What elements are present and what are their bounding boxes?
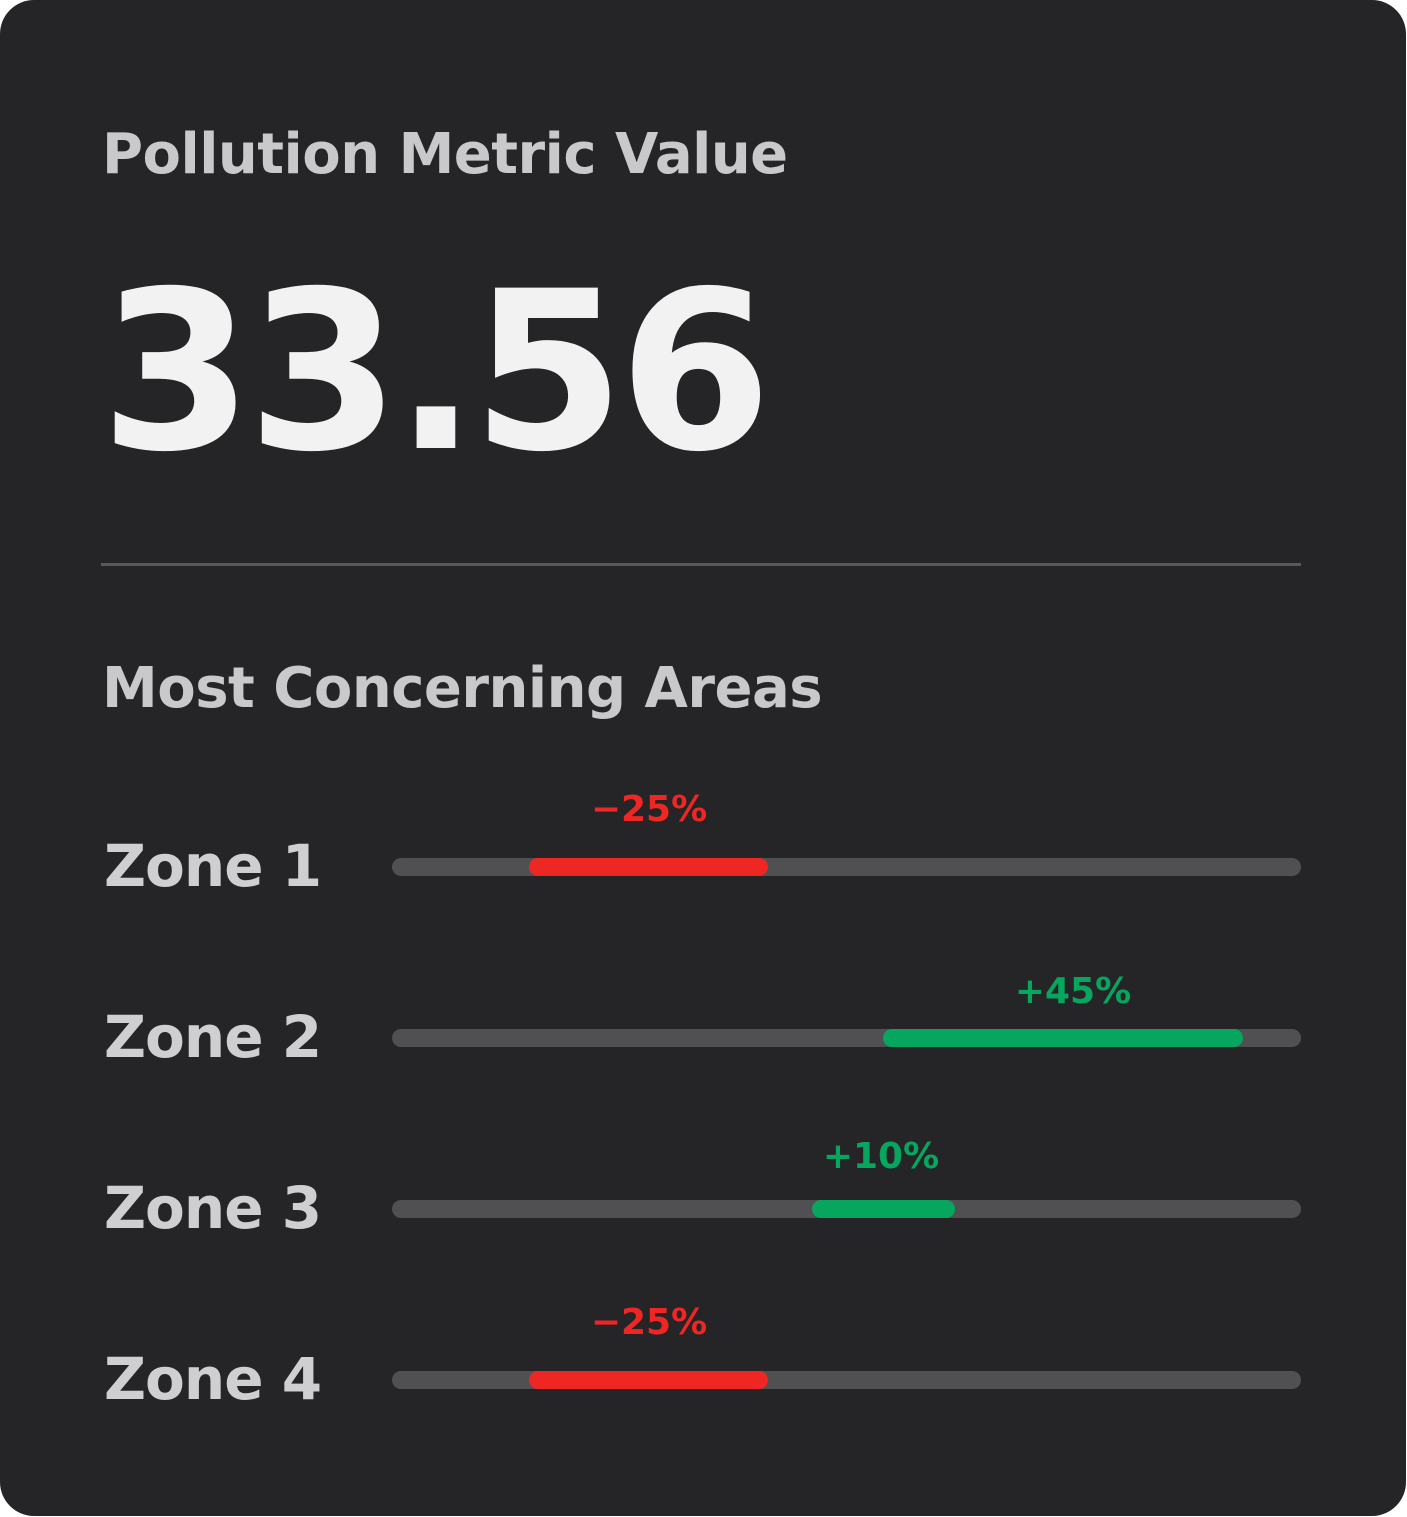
zone-bar-track bbox=[392, 1371, 1301, 1389]
zone-bar-fill bbox=[529, 858, 768, 876]
zone-bar-track bbox=[392, 1029, 1301, 1047]
zone-change-label: −25% bbox=[590, 789, 708, 830]
zone-label: Zone 2 bbox=[104, 1003, 322, 1071]
section-title: Most Concerning Areas bbox=[102, 656, 823, 721]
metric-label: Pollution Metric Value bbox=[102, 122, 788, 187]
zone-change-label: +10% bbox=[822, 1136, 940, 1177]
metric-value: 33.56 bbox=[100, 244, 772, 500]
zone-bar-track bbox=[392, 858, 1301, 876]
zone-row: Zone 1 −25% bbox=[0, 790, 1406, 940]
zone-label: Zone 4 bbox=[104, 1345, 322, 1413]
zone-row: Zone 2 +45% bbox=[0, 970, 1406, 1120]
zone-bar-track bbox=[392, 1200, 1301, 1218]
divider bbox=[101, 563, 1301, 566]
zone-label: Zone 3 bbox=[104, 1174, 322, 1242]
zone-label: Zone 1 bbox=[104, 832, 322, 900]
zone-bar-fill bbox=[812, 1200, 955, 1218]
zone-change-label: −25% bbox=[590, 1302, 708, 1343]
zone-bar-fill bbox=[883, 1029, 1243, 1047]
zone-bar-fill bbox=[529, 1371, 768, 1389]
zone-row: Zone 3 +10% bbox=[0, 1136, 1406, 1286]
zone-change-label: +45% bbox=[1014, 971, 1132, 1012]
zone-row: Zone 4 −25% bbox=[0, 1303, 1406, 1453]
